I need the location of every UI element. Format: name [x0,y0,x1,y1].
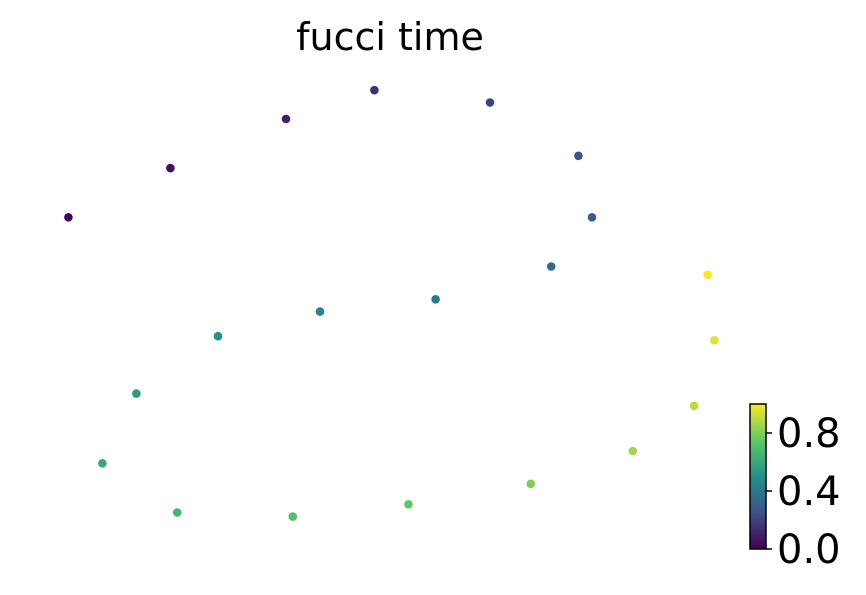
data-point [172,508,182,517]
data-point [404,500,413,509]
data-point [370,85,379,95]
data-point [710,336,719,345]
data-point [574,151,583,161]
chart-title: fucci time [296,15,484,59]
data-point [213,331,223,341]
colorbar: 0.0 0.4 0.8 [749,403,841,573]
data-point [587,213,597,222]
data-point [166,163,175,173]
data-point [98,459,107,468]
colorbar-tick-label: 0.4 [777,469,841,515]
data-point [431,295,440,304]
colorbar-gradient [749,403,767,550]
data-point [132,389,141,398]
points-layer [64,85,719,521]
data-point [281,114,291,124]
data-point [546,262,556,271]
data-point [628,446,638,456]
colorbar-ticks: 0.0 0.4 0.8 [766,411,841,573]
colorbar-tick-label: 0.8 [777,411,841,457]
data-point [703,270,712,280]
data-point [288,512,298,521]
data-point [689,401,699,411]
data-point [485,98,495,107]
data-point [526,479,536,489]
data-point [64,213,73,222]
data-point [315,307,325,316]
colorbar-tick-label: 0.0 [777,527,841,573]
